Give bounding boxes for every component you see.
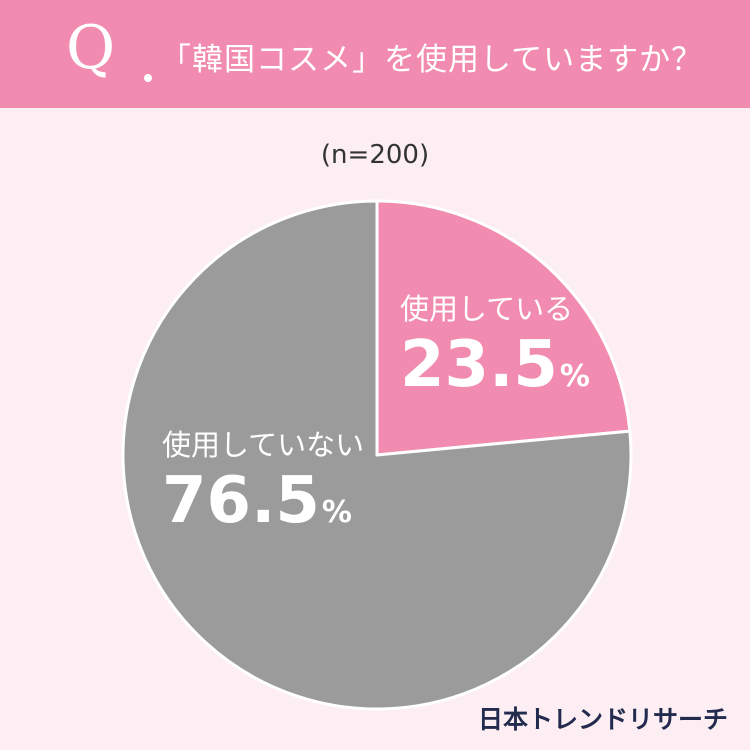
pie-slice-not-using bbox=[121, 199, 633, 711]
slice-label-not-using-text: 使用していない bbox=[162, 428, 365, 462]
slice-label-not-using: 使用していない 76.5% bbox=[162, 422, 364, 538]
brand-logo: 日本トレンドリサーチ bbox=[477, 705, 728, 734]
q-mark: Q bbox=[66, 13, 116, 83]
slice-value-using-number: 23.5 bbox=[400, 328, 558, 402]
slice-value-using: 23.5% bbox=[400, 328, 590, 402]
pie-slice-using bbox=[375, 199, 632, 457]
question-text: 「韓国コスメ」を使用していますか？ bbox=[160, 42, 704, 78]
slice-value-not-using-number: 76.5 bbox=[162, 464, 320, 538]
slice-label-using-text: 使用している bbox=[400, 292, 574, 326]
slice-label-using: 使用している 23.5% bbox=[400, 286, 590, 402]
percent-unit: % bbox=[559, 359, 590, 394]
question-header: Q 「韓国コスメ」を使用していますか？ bbox=[0, 0, 750, 108]
percent-unit: % bbox=[321, 495, 352, 530]
slice-value-not-using: 76.5% bbox=[162, 464, 364, 538]
q-dot bbox=[144, 74, 152, 82]
sample-size: (n=200) bbox=[320, 140, 430, 170]
